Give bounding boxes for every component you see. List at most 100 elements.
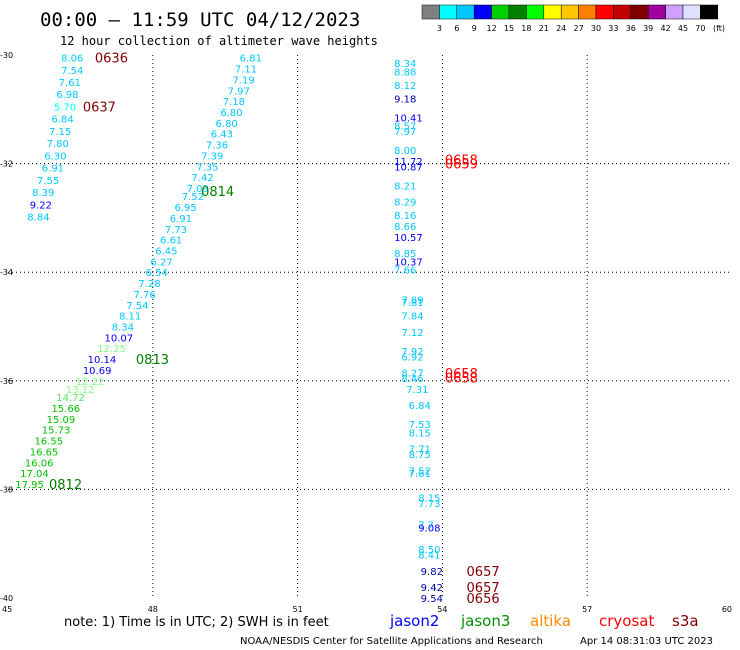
legend-unit: (ft) xyxy=(713,24,725,33)
wave-height-point: 7.97 xyxy=(228,86,250,97)
legend-label: 21 xyxy=(539,24,549,33)
wave-height-point: 16.06 xyxy=(25,458,54,469)
wave-height-point: 7.80 xyxy=(47,139,69,150)
legend-label: 12 xyxy=(487,24,497,33)
wave-height-point: 7.55 xyxy=(37,176,59,187)
legend-swatch xyxy=(647,4,666,20)
wave-height-point: 8.85 xyxy=(394,249,416,260)
wave-height-point: 6.81 xyxy=(240,54,262,65)
wave-height-point: 6.91 xyxy=(170,214,192,225)
wave-height-point: 10.57 xyxy=(394,233,423,244)
wave-height-point: 17.95 xyxy=(15,480,44,491)
y-tick-label: -40 xyxy=(0,594,13,603)
axis-ticks: -30 -32 -34 -36 -38 -40 45 48 51 54 57 60 xyxy=(0,51,732,614)
wave-height-point: 6.30 xyxy=(44,151,66,162)
legend-swatch xyxy=(473,4,492,20)
wave-height-point: 6.61 xyxy=(160,236,182,247)
wave-height-point: 7.12 xyxy=(401,328,423,339)
wave-height-point: 7.09 xyxy=(187,184,209,195)
wave-height-point: 6.54 xyxy=(146,268,168,279)
wave-height-point: 8.34 xyxy=(112,323,134,334)
pass-time-label: 0659 xyxy=(445,158,478,173)
legend-label: 15 xyxy=(504,24,514,33)
wave-height-point: 8.66 xyxy=(394,222,416,233)
wave-height-point: 9.82 xyxy=(421,567,443,578)
satellite-jason2: jason2 xyxy=(389,612,439,630)
wave-height-point: 6.27 xyxy=(150,257,172,268)
legend-swatch xyxy=(682,4,701,20)
wave-height-point: 6.84 xyxy=(51,115,73,126)
wave-height-point: 7.66 xyxy=(394,265,416,276)
wave-height-point: 8.15 xyxy=(418,494,440,505)
y-tick-label: -38 xyxy=(0,485,13,494)
wave-height-point: 10.69 xyxy=(83,366,112,377)
y-tick-label: -34 xyxy=(0,268,13,277)
wave-height-point: 7.15 xyxy=(49,127,71,138)
wave-height-point: 10.41 xyxy=(394,113,423,124)
legend-swatch xyxy=(421,4,440,20)
wave-height-point: 7.52 xyxy=(409,466,431,477)
legend-swatch xyxy=(491,4,510,20)
wave-height-point: 8.57 xyxy=(394,122,416,133)
wave-height-point: 8.41 xyxy=(418,551,440,562)
wave-height-point: 7.28 xyxy=(138,279,160,290)
wave-height-point: 8.12 xyxy=(394,81,416,92)
wave-height-point: 6.80 xyxy=(216,119,238,130)
wave-height-point: 6.95 xyxy=(175,203,197,214)
x-tick-label: 54 xyxy=(437,605,447,614)
wave-height-point: 12.22 xyxy=(76,377,105,388)
wave-height-point: 6.84 xyxy=(409,401,431,412)
wave-height-point: 7.53 xyxy=(409,420,431,431)
x-tick-label: 45 xyxy=(2,605,12,614)
wave-height-point: 7.84 xyxy=(401,312,423,323)
x-tick-label: 51 xyxy=(293,605,303,614)
wave-height-point: 8.15 xyxy=(409,428,431,439)
wave-height-point: 7.18 xyxy=(223,97,245,108)
legend-label: 3 xyxy=(437,24,442,33)
pass-time-labels: 0636063708140813081206590658065806580657… xyxy=(49,52,500,607)
wave-height-point: 8.34 xyxy=(394,59,416,70)
legend-label: 33 xyxy=(608,24,618,33)
legend-label: 70 xyxy=(695,24,705,33)
wave-height-point: 15.73 xyxy=(42,426,71,437)
wave-height-point: 8.29 xyxy=(394,198,416,209)
wave-height-point: 17.04 xyxy=(20,469,49,480)
wave-height-point: 7.81 xyxy=(401,298,423,309)
satellite-legend: jason2 jason3 altika cryosat s3a xyxy=(389,612,699,630)
y-tick-label: -36 xyxy=(0,377,13,386)
wave-height-point: 7.76 xyxy=(133,290,155,301)
wave-height-point: 9.18 xyxy=(394,94,416,105)
legend-swatch xyxy=(595,4,614,20)
legend-swatch xyxy=(439,4,458,20)
wave-height-point: 10.37 xyxy=(394,257,423,268)
wave-height-point: 9.22 xyxy=(30,200,52,211)
pass-time-label: 0636 xyxy=(95,52,128,67)
wave-height-point: 6.92 xyxy=(401,352,423,363)
wave-height-point: 16.55 xyxy=(35,437,64,448)
color-legend: 3 6 9 12 15 18 21 24 27 30 33 36 39 42 45 70 xyxy=(421,4,719,33)
wave-height-point: 9.08 xyxy=(418,523,440,534)
wave-height-point: 7.73 xyxy=(165,225,187,236)
note-text: note: 1) Time is in UTC; 2) SWH is in fe… xyxy=(64,615,329,630)
wave-height-point: 8.00 xyxy=(394,146,416,157)
legend-label: 39 xyxy=(643,24,653,33)
legend-swatch xyxy=(526,4,545,20)
wave-height-point: 12.25 xyxy=(97,344,126,355)
wave-height-point: 8.11 xyxy=(119,312,141,323)
wave-height-point: 8.21 xyxy=(394,181,416,192)
footer-credit: NOAA/NESDIS Center for Satellite Applica… xyxy=(240,636,543,647)
wave-height-point: 9.54 xyxy=(421,594,443,605)
chart-title: 00:00 – 11:59 UTC 04/12/2023 xyxy=(40,9,360,31)
satellite-s3a: s3a xyxy=(672,612,699,630)
footer-timestamp: Apr 14 08:31:03 UTC 2023 xyxy=(580,636,713,647)
wave-height-point: 7.19 xyxy=(232,75,254,86)
wave-height-point: 7.7 xyxy=(418,521,434,532)
wave-height-point: 7.54 xyxy=(126,301,148,312)
wave-height-point: 8.84 xyxy=(27,212,49,223)
legend-label: 45 xyxy=(678,24,688,33)
legend-swatch xyxy=(560,4,579,20)
wave-height-point: 7.52 xyxy=(182,192,204,203)
wave-height-point: 6.80 xyxy=(220,108,242,119)
wave-height-point: 7.54 xyxy=(61,66,83,77)
